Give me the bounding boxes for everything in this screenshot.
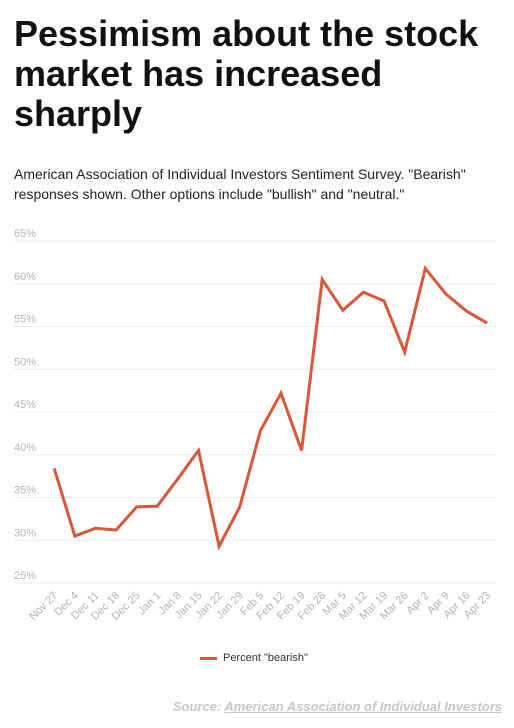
y-tick-label: 25% bbox=[14, 570, 36, 582]
grid-lines bbox=[14, 240, 496, 584]
y-tick-label: 55% bbox=[14, 314, 36, 326]
y-tick-label: 45% bbox=[14, 399, 36, 411]
y-tick-label: 40% bbox=[14, 442, 36, 454]
series-line bbox=[52, 265, 488, 551]
y-tick-label: 30% bbox=[14, 527, 36, 539]
series-group bbox=[52, 265, 488, 551]
chart-subtitle: American Association of Individual Inves… bbox=[14, 166, 466, 202]
y-tick-label: 65% bbox=[14, 228, 36, 240]
source-link[interactable]: American Association of Individual Inves… bbox=[224, 699, 502, 714]
source-note: Source: American Association of Individu… bbox=[173, 699, 502, 714]
legend-label: Percent "bearish" bbox=[223, 652, 308, 664]
x-tick-label: Apr 2 bbox=[404, 590, 431, 617]
source-prefix: Source: bbox=[172, 699, 225, 714]
legend-swatch bbox=[200, 656, 217, 660]
x-tick-label: Jan 1 bbox=[136, 590, 164, 618]
y-tick-label: 60% bbox=[14, 271, 36, 283]
legend: Percent "bearish" bbox=[200, 652, 308, 664]
y-axis-ticks: 65% 60% 55% 50% 45% 40% 35% 30% 25% bbox=[14, 228, 36, 582]
y-tick-label: 50% bbox=[14, 356, 36, 368]
chart-title: Pessimism about the stock market has inc… bbox=[14, 13, 479, 134]
y-tick-label: 35% bbox=[14, 485, 36, 497]
